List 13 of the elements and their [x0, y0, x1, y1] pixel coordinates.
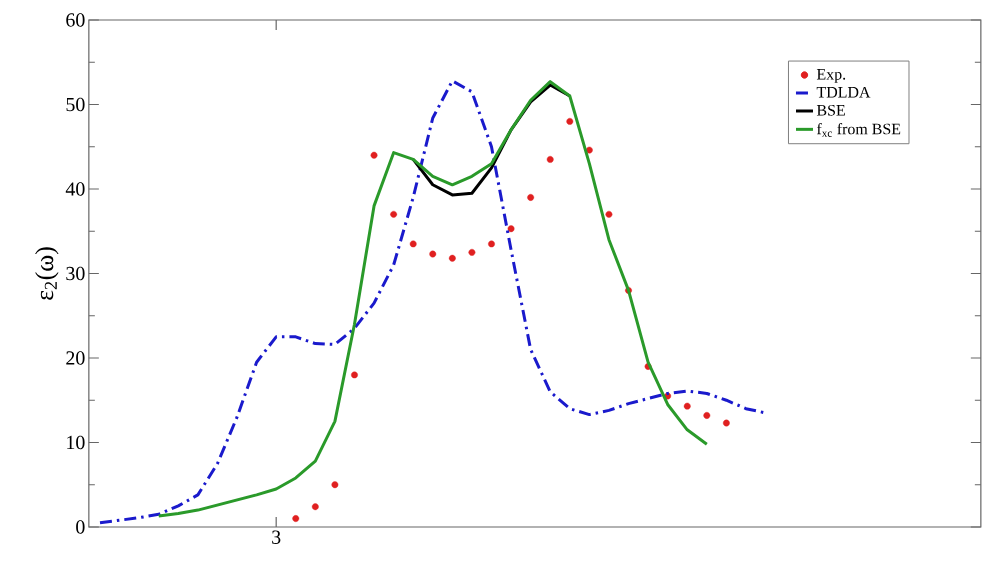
y-tick-label: 50: [66, 97, 85, 112]
legend-label: TDLDA: [816, 86, 871, 98]
y-tick-label: 0: [76, 520, 85, 534]
y-axis-title: ε$_{2}$(ω): [35, 247, 59, 300]
legend-label: f$_{xc}$ from BSE: [816, 123, 901, 137]
y-tick-label: 30: [66, 266, 85, 281]
legend-label: BSE: [816, 104, 845, 116]
legend-label: Exp.: [816, 69, 846, 83]
x-tick-label: 3: [272, 530, 281, 544]
y-tick-label: 40: [65, 182, 85, 196]
y-tick-label: 20: [66, 351, 85, 365]
y-tick-label: 10: [67, 435, 85, 450]
y-tick-label: 60: [66, 13, 85, 27]
